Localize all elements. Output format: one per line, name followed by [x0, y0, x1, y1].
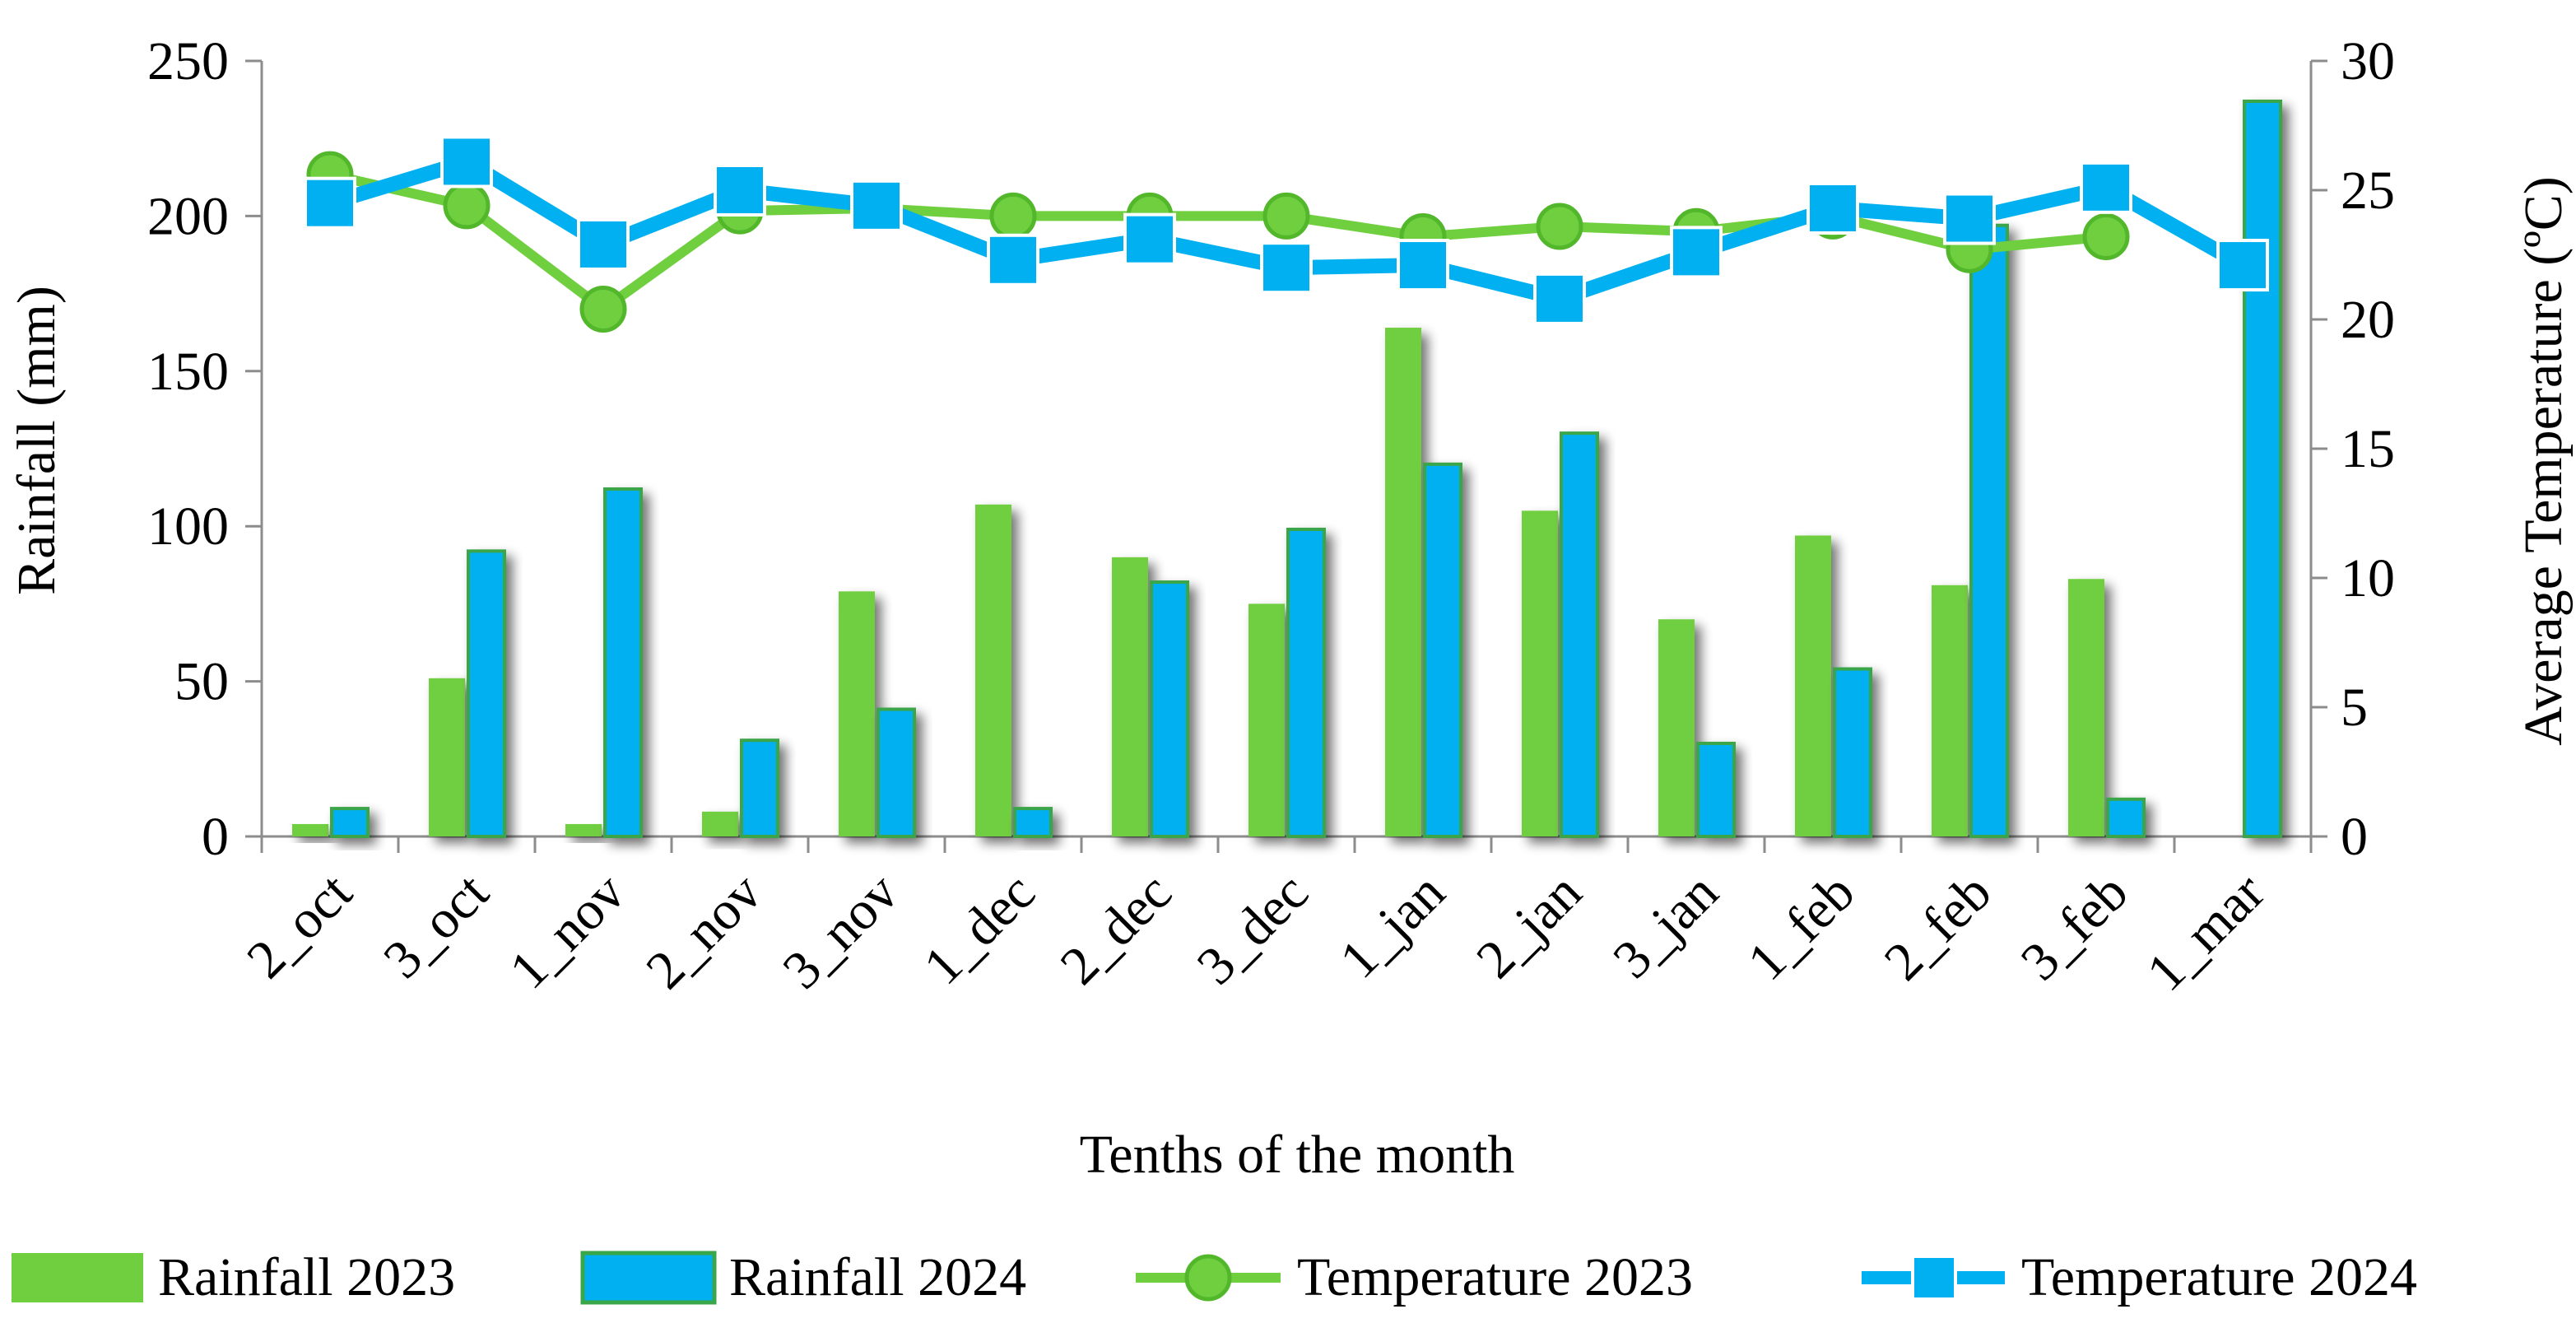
legend-label-temperature-2023: Temperature 2023 [1297, 1247, 1693, 1307]
legend-label-temperature-2024: Temperature 2024 [2021, 1247, 2417, 1307]
x-tick-label: 3_oct [372, 862, 500, 990]
x-tick-label: 2_oct [235, 862, 363, 990]
bar-rainfall-2024 [1969, 223, 2009, 839]
point-temperature-2023 [443, 182, 491, 230]
bar-rainfall-2024 [1286, 527, 1326, 839]
point-temperature-2023 [579, 285, 627, 333]
point-temperature-2024 [304, 176, 356, 230]
x-tick-label: 3_jan [1602, 862, 1729, 990]
bar-rainfall-2024 [1423, 462, 1462, 839]
point-temperature-2023 [989, 192, 1037, 240]
y2-tick-label: 5 [2341, 678, 2368, 738]
bar-rainfall-2024 [2106, 797, 2146, 838]
x-tick-label: 1_mar [2136, 862, 2276, 1003]
y2-tick-label: 25 [2341, 161, 2395, 221]
bar-rainfall-2023 [1658, 619, 1695, 836]
point-temperature-2024 [440, 135, 493, 189]
bar-rainfall-2023 [1932, 585, 1968, 836]
bar-rainfall-2023 [1522, 510, 1558, 836]
point-temperature-2024 [1397, 239, 1449, 292]
y2-tick-label: 0 [2341, 807, 2368, 867]
legend-label-rainfall-2024: Rainfall 2024 [729, 1247, 1026, 1307]
bar-rainfall-2023 [839, 591, 875, 836]
point-temperature-2023 [1536, 203, 1583, 250]
x-tick-label: 1_jan [1328, 862, 1456, 990]
bar-rainfall-2024 [330, 807, 370, 839]
y-axis-label: Rainfall (mm) [7, 286, 67, 595]
y-tick-label: 0 [202, 807, 229, 867]
point-temperature-2024 [850, 179, 903, 232]
bar-rainfall-2024 [1696, 741, 1736, 839]
bar-rainfall-2023 [565, 823, 602, 836]
legend-swatch-rainfall-2024 [580, 1251, 717, 1305]
x-tick-label: 1_dec [913, 862, 1047, 996]
bar-rainfall-2023 [702, 811, 738, 836]
x-tick-label: 3_dec [1186, 862, 1320, 996]
bar-rainfall-2023 [1795, 535, 1831, 836]
y-tick-label: 50 [174, 652, 229, 712]
x-tick-label: 1_feb [1737, 862, 1867, 992]
x-tick-label: 3_feb [2010, 862, 2140, 992]
bar-rainfall-2024 [467, 549, 506, 838]
x-tick-label: 2_jan [1465, 862, 1593, 990]
point-temperature-2024 [1260, 241, 1313, 295]
bar-rainfall-2023 [1248, 603, 1285, 836]
bar-rainfall-2024 [1150, 580, 1189, 838]
bar-rainfall-2024 [1833, 667, 1872, 839]
bar-rainfall-2024 [603, 487, 643, 838]
point-temperature-2023 [1262, 192, 1310, 240]
point-temperature-2024 [1670, 226, 1723, 279]
bar-rainfall-2023 [2068, 579, 2104, 836]
y-tick-label: 150 [147, 342, 229, 402]
point-temperature-2024 [1123, 212, 1176, 266]
legend-label-rainfall-2023: Rainfall 2023 [158, 1247, 455, 1307]
point-temperature-2024 [714, 164, 766, 217]
point-temperature-2023 [2082, 213, 2130, 261]
point-temperature-2024 [1533, 272, 1586, 325]
legend-marker-temperature-2023 [1184, 1254, 1232, 1302]
x-tick-label: 1_nov [498, 862, 636, 1000]
x-tick-label: 2_feb [1873, 862, 2003, 992]
x-tick-label: 3_nov [771, 862, 909, 1000]
point-temperature-2024 [1806, 181, 1859, 235]
bar-rainfall-2024 [1013, 807, 1053, 839]
y-tick-label: 200 [147, 186, 229, 246]
y2-tick-label: 30 [2341, 31, 2395, 91]
lines-layer [304, 135, 2269, 333]
bar-rainfall-2023 [292, 823, 328, 836]
bar-rainfall-2023 [975, 504, 1011, 836]
y2-tick-label: 10 [2341, 548, 2395, 608]
point-temperature-2024 [2216, 239, 2269, 292]
y2-tick-label: 20 [2341, 290, 2395, 350]
bar-rainfall-2024 [2243, 99, 2282, 838]
point-temperature-2024 [577, 217, 630, 271]
y-tick-label: 250 [147, 31, 229, 91]
legend-marker-temperature-2024 [1911, 1255, 1957, 1301]
legend: Rainfall 2023 Rainfall 2024 Temperature … [12, 1247, 2417, 1307]
x-axis-label: Tenths of the month [1080, 1125, 1515, 1185]
point-temperature-2024 [1943, 192, 1996, 245]
y2-axis-label: Average Temperature (ºC) [2513, 176, 2574, 745]
bar-rainfall-2024 [1560, 431, 1599, 838]
x-tick-label: 2_nov [635, 862, 773, 1000]
bars-layer [292, 99, 2282, 839]
bar-rainfall-2024 [740, 738, 779, 839]
legend-swatch-rainfall-2023 [12, 1253, 143, 1302]
point-temperature-2024 [2080, 161, 2132, 214]
bar-rainfall-2023 [429, 678, 465, 836]
x-tick-label: 2_dec [1049, 862, 1183, 996]
point-temperature-2024 [987, 233, 1039, 286]
y2-tick-label: 15 [2341, 419, 2395, 479]
bar-rainfall-2023 [1112, 557, 1148, 836]
y-tick-label: 100 [147, 496, 229, 557]
bar-rainfall-2024 [876, 707, 916, 839]
bar-rainfall-2023 [1385, 328, 1421, 837]
